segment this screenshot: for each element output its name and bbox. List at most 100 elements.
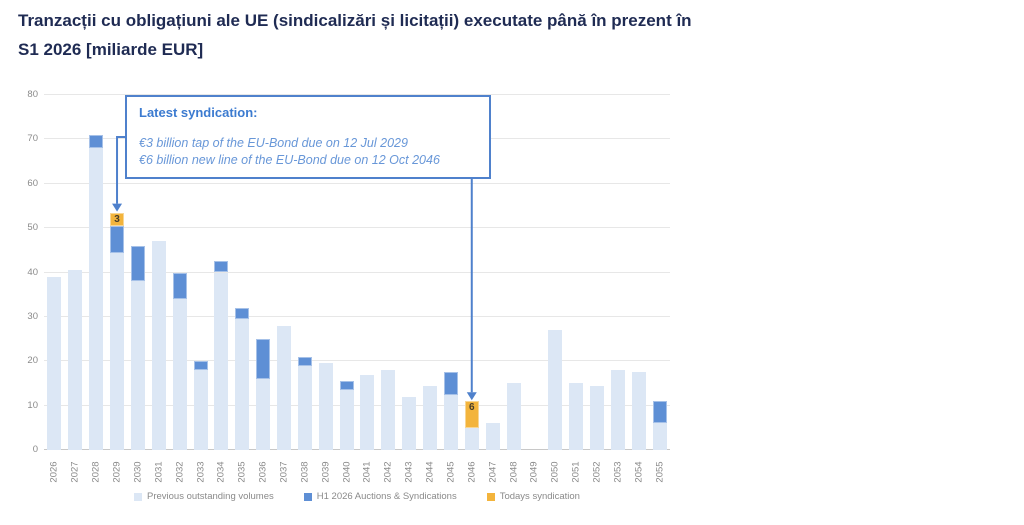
x-tick-label-2045: 2045 [445, 461, 457, 483]
gridline-0 [44, 449, 670, 450]
legend-swatch-3 [486, 492, 495, 501]
bar-segment-2054-series1 [631, 372, 646, 450]
legend-item-2: H1 2026 Auctions & Syndications [303, 491, 457, 502]
x-tick-label-2037: 2037 [278, 461, 290, 483]
bar-segment-2041-series1 [360, 374, 375, 450]
x-tick-label-2028: 2028 [90, 461, 102, 483]
legend-item-1: Previous outstanding volumes [134, 491, 274, 502]
y-tick-label-80: 80 [27, 89, 38, 100]
bar-segment-2040-series2 [339, 381, 354, 391]
x-tick-label-2026: 2026 [48, 461, 60, 483]
x-tick-label-2047: 2047 [487, 461, 499, 483]
bar-segment-2035-series2 [235, 308, 250, 320]
y-tick-label-40: 40 [27, 266, 38, 278]
x-tick-label-2033: 2033 [195, 461, 206, 483]
bar-segment-2033-series2 [193, 361, 208, 371]
legend-swatch-2 [303, 492, 312, 501]
x-tick-label-2036: 2036 [257, 461, 269, 483]
x-tick-label-2042: 2042 [382, 461, 394, 483]
bar-segment-2050-series1 [548, 330, 563, 450]
legend-swatch-1 [134, 492, 142, 501]
bar-segment-2038-series1 [297, 365, 312, 450]
bar-segment-2038-series2 [297, 356, 312, 366]
bar-segment-2040-series1 [339, 390, 354, 450]
x-tick-label-2053: 2053 [612, 461, 624, 483]
gridline-60 [44, 182, 670, 184]
bar-segment-2045-series2 [443, 372, 458, 395]
x-tick-label-2031: 2031 [153, 461, 165, 483]
bar-segment-2032-series2 [172, 272, 187, 300]
x-tick-label-2039: 2039 [320, 461, 332, 483]
annotation-line-2: €6 billion new line of the EU-Bond due o… [139, 152, 440, 167]
x-tick-label-2040: 2040 [341, 461, 353, 483]
bar-segment-2048-series1 [506, 383, 521, 450]
bar-segment-2029-series2 [110, 225, 125, 253]
gridline-80 [44, 94, 670, 95]
bar-segment-2043-series1 [402, 396, 417, 450]
legend-label-2: H1 2026 Auctions & Syndications [316, 491, 457, 502]
bar-segment-2042-series1 [381, 370, 396, 450]
bar-segment-2030-series1 [130, 281, 145, 450]
x-tick-label-2034: 2034 [215, 461, 227, 483]
y-tick-label-20: 20 [27, 355, 38, 367]
bar-segment-2036-series2 [256, 339, 271, 379]
bar-segment-2046-series3: 6 [464, 401, 479, 428]
bar-segment-2031-series1 [151, 241, 166, 450]
annotation-heading: Latest syndication: [139, 105, 258, 120]
x-tick-label-2044: 2044 [424, 461, 436, 483]
chart-title-line2: S1 2026 [miliarde EUR] [18, 40, 204, 59]
bar-segment-2055-series2 [652, 401, 667, 424]
x-tick-label-2041: 2041 [361, 461, 373, 483]
y-tick-label-70: 70 [27, 133, 38, 145]
gridline-10 [44, 404, 670, 406]
chart-title-line1: Tranzacții cu obligațiuni ale UE (sindic… [18, 11, 692, 30]
x-tick-label-2035: 2035 [236, 461, 248, 483]
bar-segment-2051-series1 [569, 383, 584, 450]
x-tick-label-2046: 2046 [466, 461, 478, 483]
legend-label-3: Todays syndication [499, 491, 580, 502]
bar-segment-2032-series1 [172, 299, 187, 450]
bar-segment-2033-series1 [193, 370, 208, 450]
gridline-50 [44, 227, 670, 229]
plot-area: 0 10 20 30 40 50 60 70 80 2026 2027 2028 3 2029 2030 20… [27, 89, 670, 483]
bar-value-label-2029: 3 [114, 213, 120, 225]
bar-segment-2055-series1 [652, 423, 667, 450]
x-tick-label-2050: 2050 [549, 461, 561, 483]
chart-title: Tranzacții cu obligațiuni ale UE (sindic… [18, 6, 978, 64]
annotation-line-1: €3 billion tap of the EU-Bond due on 12 … [139, 136, 408, 150]
x-tick-label-2049: 2049 [528, 461, 540, 483]
legend-label-1: Previous outstanding volumes [147, 491, 274, 502]
gridline-20 [44, 360, 670, 362]
x-tick-label-2029: 2029 [111, 461, 123, 483]
bar-segment-2028-series2 [89, 134, 104, 149]
x-tick-label-2030: 2030 [132, 461, 144, 483]
bar-segment-2028-series1 [89, 148, 104, 450]
bar-segment-2035-series1 [235, 319, 250, 450]
x-tick-label-2051: 2051 [570, 461, 582, 483]
bar-segment-2053-series1 [610, 370, 625, 450]
x-tick-label-2054: 2054 [633, 461, 645, 483]
bar-segment-2036-series1 [256, 379, 271, 450]
bar-segment-2026-series1 [47, 276, 62, 450]
bar-segment-2029-series3: 3 [110, 212, 125, 226]
gridline-30 [44, 315, 670, 317]
bar-segment-2046-series1 [464, 427, 479, 450]
bar-segment-2030-series2 [130, 245, 145, 282]
x-tick-label-2048: 2048 [508, 461, 519, 483]
y-tick-label-10: 10 [27, 399, 38, 411]
bar-segment-2034-series1 [214, 272, 229, 450]
bar-segment-2047-series1 [485, 423, 500, 450]
annotation-box: Latest syndication: €3 billion tap of th… [125, 95, 491, 179]
bar-segment-2029-series1 [110, 252, 125, 450]
y-tick-label-50: 50 [27, 222, 38, 234]
bar-segment-2037-series1 [276, 325, 291, 450]
legend: Previous outstanding volumes H1 2026 Auct… [44, 491, 670, 502]
bar-segment-2034-series2 [214, 261, 229, 273]
bar-segment-2045-series1 [443, 394, 458, 450]
x-tick-label-2052: 2052 [591, 461, 603, 483]
bar-value-label-2046: 6 [468, 402, 475, 414]
x-tick-label-2038: 2038 [299, 461, 311, 483]
y-tick-label-30: 30 [27, 310, 38, 322]
bar-segment-2027-series1 [68, 270, 83, 450]
